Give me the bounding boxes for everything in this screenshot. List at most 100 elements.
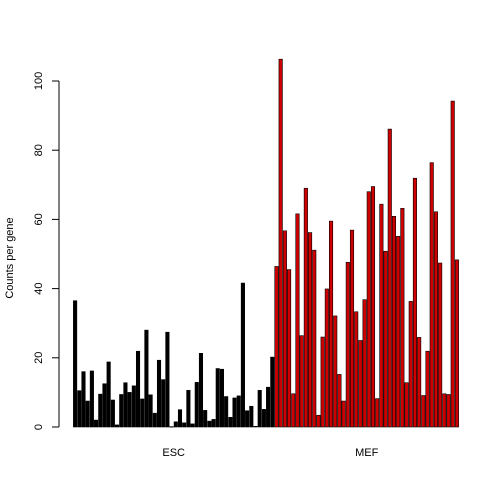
bar-mef-15 <box>337 374 342 428</box>
bar-esc-18 <box>148 394 153 428</box>
bar-mef-18 <box>349 229 355 428</box>
bar-esc-16 <box>140 398 145 428</box>
bar-esc-0 <box>73 300 78 428</box>
y-tick-label-100: 100 <box>33 72 45 90</box>
bar-esc-23 <box>169 426 174 428</box>
bar-mef-6 <box>299 335 304 428</box>
bar-esc-32 <box>207 420 212 428</box>
bar-mef-16 <box>341 400 346 428</box>
bar-mef-25 <box>379 203 384 428</box>
bar-mef-29 <box>396 236 401 428</box>
bar-esc-19 <box>152 412 157 428</box>
bar-esc-45 <box>261 409 266 428</box>
group-label-esc: ESC <box>162 447 185 459</box>
bar-esc-36 <box>224 396 229 428</box>
bar-esc-33 <box>211 419 216 428</box>
group-label-mef: MEF <box>355 447 379 459</box>
bar-esc-40 <box>240 282 245 428</box>
bar-esc-22 <box>165 331 170 428</box>
bar-esc-14 <box>131 385 136 428</box>
bar-esc-1 <box>77 390 82 428</box>
bar-esc-28 <box>190 423 195 428</box>
bar-mef-0 <box>274 266 279 428</box>
bar-mef-2 <box>282 230 287 428</box>
bar-esc-2 <box>81 371 86 428</box>
bar-esc-8 <box>106 361 111 428</box>
bar-mef-7 <box>303 187 308 428</box>
bar-esc-11 <box>119 394 124 428</box>
bar-mef-38 <box>433 211 438 428</box>
bar-mef-26 <box>383 250 388 428</box>
bar-esc-15 <box>135 350 141 428</box>
bar-mef-1 <box>278 58 283 428</box>
bar-esc-43 <box>253 426 258 428</box>
bar-mef-42 <box>450 100 455 428</box>
bar-esc-39 <box>236 395 241 428</box>
bar-mef-36 <box>425 350 430 428</box>
bar-esc-4 <box>89 370 94 428</box>
bar-esc-27 <box>186 390 191 428</box>
bar-esc-38 <box>232 397 237 428</box>
bar-esc-17 <box>144 329 149 428</box>
bar-mef-22 <box>366 191 371 428</box>
y-tick-label-60: 60 <box>33 213 45 225</box>
bar-esc-13 <box>127 392 132 428</box>
bar-esc-20 <box>156 359 162 428</box>
bar-mef-19 <box>354 311 359 428</box>
bar-mef-20 <box>358 340 363 428</box>
bar-mef-43 <box>454 259 459 428</box>
bar-esc-41 <box>245 410 250 428</box>
bar-esc-25 <box>177 409 183 428</box>
bar-mef-3 <box>287 269 292 428</box>
bar-mef-24 <box>375 398 380 428</box>
y-tick-label-20: 20 <box>33 352 45 364</box>
bar-mef-12 <box>324 288 329 428</box>
bar-mef-39 <box>438 262 443 428</box>
bar-esc-31 <box>203 410 208 428</box>
bar-esc-7 <box>102 383 107 428</box>
bar-mef-10 <box>316 414 321 428</box>
bar-esc-9 <box>110 399 115 428</box>
bar-mef-21 <box>362 299 367 428</box>
bar-esc-3 <box>85 400 90 428</box>
y-tick-label-80: 80 <box>33 144 45 156</box>
bar-esc-5 <box>94 419 99 428</box>
bar-esc-24 <box>173 421 178 428</box>
bar-mef-40 <box>442 393 447 428</box>
bar-mef-28 <box>391 215 397 428</box>
bar-mef-30 <box>400 208 405 428</box>
group-labels: ESC MEF <box>162 447 378 459</box>
bar-mef-31 <box>404 382 409 428</box>
y-tick-label-0: 0 <box>33 424 45 430</box>
bar-mef-17 <box>345 261 350 428</box>
bar-esc-34 <box>215 368 220 428</box>
bar-esc-47 <box>270 356 275 428</box>
bars-group <box>73 58 459 428</box>
bar-mef-4 <box>291 393 296 428</box>
bar-esc-21 <box>161 379 166 428</box>
bar-esc-26 <box>182 422 187 428</box>
y-tick-label-40: 40 <box>33 282 45 294</box>
bar-esc-46 <box>266 386 271 428</box>
bar-esc-6 <box>98 393 103 428</box>
bar-esc-12 <box>123 382 128 428</box>
bar-esc-10 <box>115 424 120 428</box>
bar-mef-35 <box>421 395 426 428</box>
bar-mef-8 <box>308 232 313 428</box>
bar-mef-5 <box>295 213 300 428</box>
y-ticks-group: 0 20 40 60 80 100 <box>33 72 59 430</box>
bar-esc-37 <box>228 417 233 428</box>
bar-mef-34 <box>417 337 422 428</box>
bar-mef-27 <box>387 128 392 428</box>
y-axis-label: Counts per gene <box>4 217 16 298</box>
bar-mef-33 <box>412 177 417 428</box>
bar-esc-30 <box>198 352 204 428</box>
bar-mef-32 <box>408 301 413 428</box>
bar-mef-41 <box>446 394 451 428</box>
bar-mef-11 <box>320 336 325 428</box>
bar-esc-29 <box>194 382 199 428</box>
bar-esc-42 <box>249 405 254 428</box>
bar-mef-13 <box>328 220 334 428</box>
bar-esc-35 <box>219 368 224 428</box>
